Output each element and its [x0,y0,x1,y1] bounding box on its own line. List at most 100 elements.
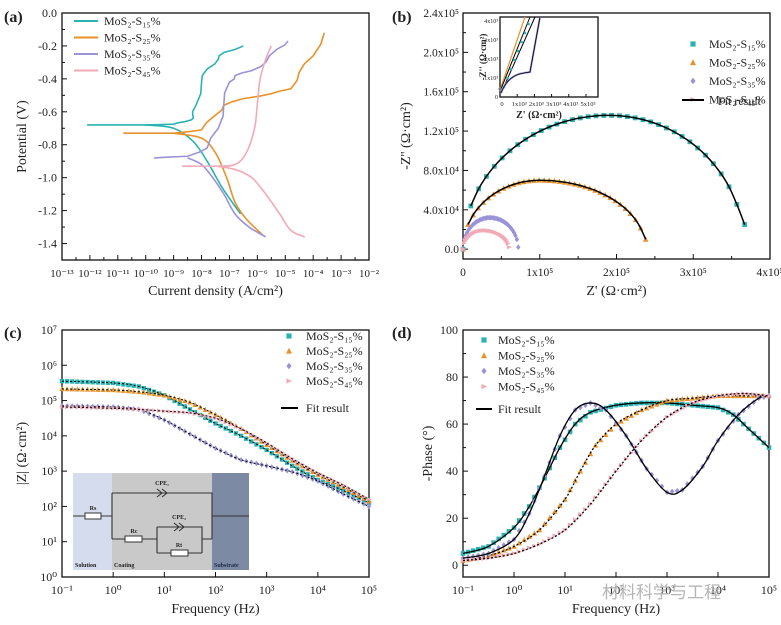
data-point-s35 [351,496,356,502]
data-point-s15 [506,529,512,534]
x-tick-label: 10⁻¹¹ [106,268,129,280]
data-point-s45 [766,393,772,399]
curve-s25-cathodic [173,132,264,236]
x-tick-label: 10⁻⁹ [163,268,184,280]
x-tick-label: 10¹ [157,583,173,597]
fit-line-s25 [467,179,647,240]
data-point-s25 [536,527,543,533]
y-tick-label: -1.0 [38,171,57,185]
data-point-s15 [766,445,772,450]
legend-marker-s15 [481,337,487,343]
x-tick-label: 0 [460,267,466,279]
data-point-s25 [633,409,640,416]
region-substrate [212,473,249,570]
region-label-substrate: Substrate [214,563,239,569]
inset-x-tick-label: 2x10³ [529,101,544,108]
data-point-s25 [679,396,685,402]
data-point-s45 [315,470,321,476]
resistor-rs [84,512,102,520]
data-point-s25 [310,469,316,475]
region-solution [73,473,112,570]
panel-b-nyquist: (b) 0 1x10⁵ 2x10⁵ 3x10⁵ 4x10⁵ 0.0 4.0x10⁴ 8.0x10… [392,8,781,299]
data-point-s35 [491,547,496,554]
y-tick-label: 10⁶ [41,358,57,372]
data-point-s35 [105,404,111,410]
data-point-s25 [69,386,75,392]
x-tick-label: 10³ [259,583,275,597]
legend-label: Fit result [498,402,542,416]
data-point-s45 [710,394,716,400]
data-point-s25 [531,530,538,536]
data-point-s35 [690,475,695,482]
inset-fit-s15 [501,16,536,92]
data-point-s15 [351,493,356,498]
panel-label: (b) [392,9,412,26]
data-point-s45 [659,419,665,425]
data-point-s45 [649,428,655,434]
data-point-s35 [223,450,228,456]
data-point-s25 [552,508,558,514]
data-point-s25 [694,394,701,401]
data-point-s45 [476,556,482,562]
y-tick-label: 2.4x10⁵ [423,8,459,20]
data-point-s25 [59,386,65,392]
fit-line-s45 [61,406,370,500]
legend-marker-s45 [481,383,488,390]
fit-line-s15 [470,114,746,225]
data-point-s15 [126,382,131,388]
data-point-s45 [491,554,497,560]
data-point-s25 [506,545,512,551]
data-point-s45 [110,406,116,411]
panel-label: (a) [4,9,23,26]
data-point-s35 [654,477,660,484]
data-point-s35 [341,491,346,497]
inset-point-s15 [520,40,523,44]
data-point-s35 [203,439,208,446]
x-tick-label: 10⁵ [761,583,777,597]
legend-label: MoS₂-S₂₅% [709,56,766,70]
data-point-s15 [259,444,264,450]
data-point-s35 [463,232,468,239]
x-tick-label: 10⁻¹ [452,583,474,597]
data-point-s35 [685,481,690,487]
curve-s15-anodic [87,45,244,126]
data-point-s25 [567,487,573,493]
data-point-s25 [110,387,116,393]
x-axis-label: Current density (A/cm²) [148,284,283,299]
y-axis-label: |Z| (Ω·cm²) [15,421,30,485]
inset-x-tick-label: 0 [500,101,503,108]
panel-a-polarization: (a) 10⁻¹³ 10⁻¹² 10⁻¹¹ 10⁻¹⁰ 10⁻⁹ 10⁻⁸ 10⁻⁷ 10⁻⁶ 1… [4,6,380,299]
data-point-s25 [207,409,213,415]
data-point-s15 [516,518,522,523]
data-point-s25 [547,514,553,521]
data-point-s45 [75,405,81,410]
data-point-s35 [315,478,321,484]
inset-y-tick-label: 3x10³ [484,38,498,44]
label-rc: Rc [131,529,138,535]
y-tick-label: 10⁰ [40,570,57,584]
panel-c-bode-modulus: (c)10⁻¹ 10⁰ 10¹ 10² 10³ 10⁴ 10⁵10⁰10¹10²10³10⁴… [4,323,377,617]
data-point-s35 [90,403,95,410]
data-point-s35 [325,483,331,490]
data-point-s25 [541,520,548,527]
legend-marker-s35 [481,367,487,375]
data-point-s25 [192,402,198,408]
y-tick-label: -0.8 [38,138,57,152]
data-point-s45 [690,400,696,406]
x-tick-label: 10⁻¹² [78,268,102,280]
legend-label: MoS₂-S₄₅% [498,380,555,394]
inset-y-axis-label: -Z'' (Ω·cm²) [478,34,488,81]
x-tick-label: 10¹ [557,583,573,597]
legend-label: MoS₂-S₁₅% [306,329,363,343]
legend-marker-s25 [690,59,696,66]
y-tick-label: 10⁵ [41,394,57,408]
legend-label: MoS₂-S₂₅% [104,31,161,45]
data-point-s35 [177,425,182,432]
data-point-s45 [741,391,747,396]
data-point-s35 [192,434,198,440]
data-point-s45 [330,478,336,483]
legend-label: MoS₂-S₂₅% [306,344,363,358]
data-point-s35 [659,483,665,490]
inset-x-tick-label: 1x10³ [512,101,527,108]
